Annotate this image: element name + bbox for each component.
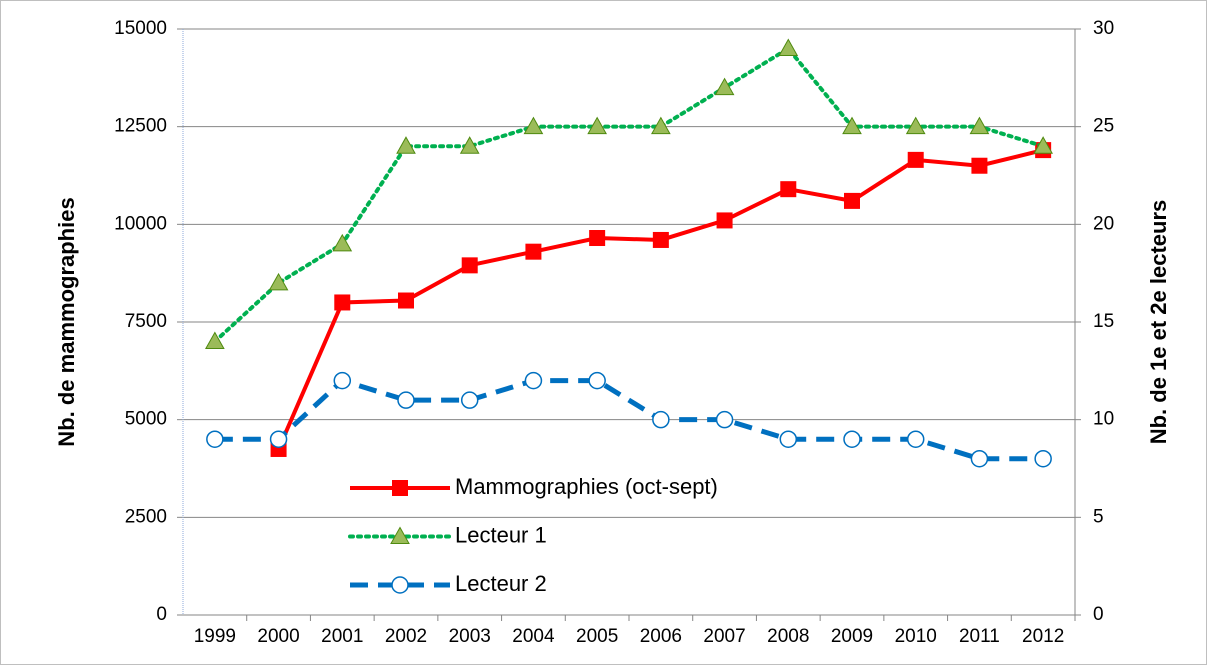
y2-tick-label: 20 <box>1093 213 1114 234</box>
data-point <box>969 116 990 135</box>
data-point <box>842 116 862 135</box>
y-tick-label: 10000 <box>114 213 167 234</box>
y2-axis-title: Nb. de 1e et 2e lecteurs <box>1146 200 1171 445</box>
x-tick-label: 2007 <box>703 626 745 647</box>
data-point <box>268 272 289 291</box>
data-point <box>524 371 543 390</box>
data-point <box>460 391 479 409</box>
data-point <box>332 233 353 252</box>
x-tick-label: 2012 <box>1022 626 1064 647</box>
legend-label: Lecteur 1 <box>455 522 547 547</box>
data-point <box>589 230 606 247</box>
data-point <box>461 257 478 274</box>
y2-tick-label: 15 <box>1093 311 1114 332</box>
data-point <box>844 192 860 209</box>
x-tick-label: 2001 <box>321 626 363 647</box>
x-tick-label: 2000 <box>257 626 299 647</box>
data-point <box>459 136 480 154</box>
data-point <box>396 136 416 154</box>
y-tick-label: 0 <box>156 604 167 625</box>
data-point <box>779 430 798 448</box>
data-point <box>333 371 352 390</box>
y-tick-label: 7500 <box>125 311 167 332</box>
x-tick-label: 2009 <box>831 626 873 647</box>
x-tick-label: 2010 <box>895 626 937 647</box>
data-point <box>971 157 988 174</box>
data-point <box>523 116 544 135</box>
x-tick-label: 2004 <box>512 626 555 647</box>
data-point <box>906 430 925 448</box>
y-tick-label: 12500 <box>114 116 167 137</box>
y2-tick-label: 25 <box>1093 116 1114 137</box>
x-tick-label: 2011 <box>959 626 1000 647</box>
y-tick-label: 2500 <box>125 506 167 527</box>
data-point <box>907 151 924 168</box>
series-line <box>212 45 1046 344</box>
y-tick-label: 5000 <box>125 409 167 430</box>
y2-tick-label: 0 <box>1093 604 1104 625</box>
x-tick-label: 1999 <box>194 626 236 647</box>
x-tick-label: 2005 <box>576 626 618 647</box>
legend-label: Lecteur 2 <box>455 571 547 596</box>
y2-tick-label: 10 <box>1093 409 1114 430</box>
legend-label: Mammographies (oct-sept) <box>455 474 718 499</box>
data-point <box>716 212 733 229</box>
y2-tick-label: 30 <box>1093 18 1114 39</box>
data-point <box>651 116 671 135</box>
y2-tick-label: 5 <box>1093 506 1104 527</box>
data-point <box>652 231 669 248</box>
data-point <box>334 294 351 311</box>
data-point <box>397 391 415 409</box>
legend-marker <box>390 526 410 544</box>
data-point <box>652 410 670 429</box>
legend-marker <box>392 480 408 496</box>
data-point <box>206 430 224 448</box>
data-point <box>205 331 225 350</box>
data-point <box>1033 136 1053 154</box>
x-tick-label: 2008 <box>767 626 809 647</box>
data-point <box>587 116 607 135</box>
x-tick-label: 2003 <box>449 626 491 647</box>
data-point <box>843 430 861 448</box>
data-point <box>1034 449 1052 468</box>
data-point <box>970 449 989 468</box>
data-point <box>714 77 735 96</box>
series-line <box>214 377 1044 462</box>
data-point <box>778 38 799 57</box>
data-point <box>715 410 734 429</box>
data-point <box>905 116 926 135</box>
y-axis-title: Nb. de mammographies <box>54 197 79 446</box>
data-point <box>780 181 797 198</box>
data-point <box>525 243 542 260</box>
x-tick-label: 2006 <box>640 626 682 647</box>
data-point <box>398 292 414 309</box>
y-tick-label: 15000 <box>114 18 167 39</box>
legend-marker <box>391 576 409 594</box>
data-point <box>269 430 288 448</box>
data-point <box>588 371 606 390</box>
x-tick-label: 2002 <box>385 626 427 647</box>
